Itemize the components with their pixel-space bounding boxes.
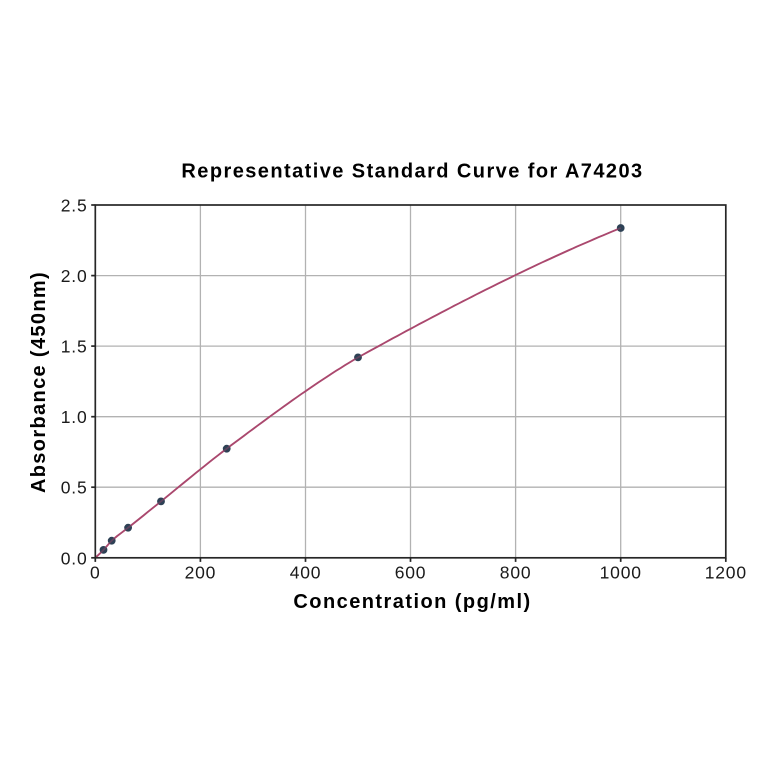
svg-text:1000: 1000 (600, 563, 642, 583)
svg-text:2.0: 2.0 (61, 266, 88, 286)
svg-text:0: 0 (90, 563, 101, 583)
svg-text:0.5: 0.5 (61, 478, 88, 498)
svg-text:1200: 1200 (705, 563, 747, 583)
svg-text:1.5: 1.5 (61, 337, 88, 357)
svg-text:0.0: 0.0 (61, 548, 88, 568)
svg-text:200: 200 (185, 563, 217, 583)
svg-text:Representative Standard Curve: Representative Standard Curve for A74203 (181, 161, 643, 183)
svg-text:2.5: 2.5 (61, 196, 88, 216)
svg-text:1.0: 1.0 (61, 407, 88, 427)
svg-text:Concentration (pg/ml): Concentration (pg/ml) (293, 591, 531, 613)
svg-text:800: 800 (500, 563, 532, 583)
svg-text:400: 400 (290, 563, 322, 583)
svg-text:600: 600 (395, 563, 427, 583)
svg-text:Absorbance (450nm): Absorbance (450nm) (28, 271, 50, 493)
